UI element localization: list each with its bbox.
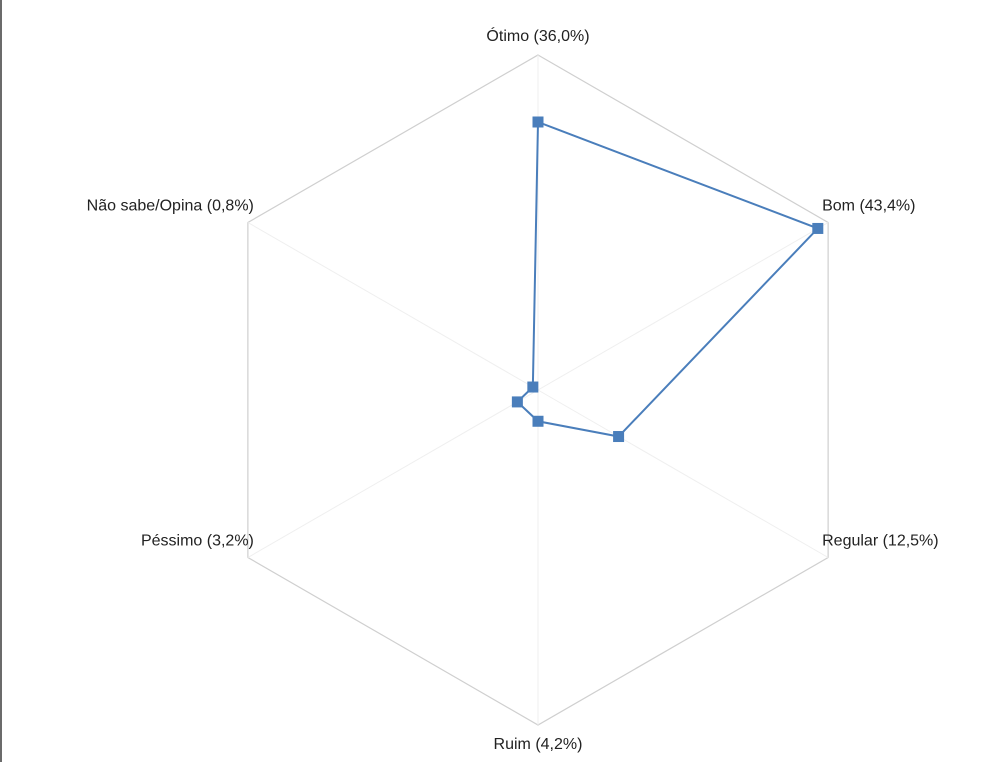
data-point-2 (613, 431, 625, 443)
category-label: Ótimo (36,0%) (486, 26, 589, 45)
category-label: Não sabe/Opina (0,8%) (87, 198, 254, 215)
data-point-5 (527, 381, 539, 393)
radar-series (511, 116, 824, 443)
category-labels: Ótimo (36,0%) Bom (43,4%) Regular (12,5%) R… (87, 26, 939, 753)
radar-spoke (537, 389, 829, 558)
data-point-3 (532, 415, 544, 427)
data-point-1 (812, 222, 824, 234)
category-label: Bom (43,4%) (822, 198, 915, 215)
radar-spoke (537, 222, 829, 391)
data-point-4 (511, 396, 523, 408)
category-label: Ruim (4,2%) (494, 736, 583, 753)
category-label: Péssimo (3,2%) (141, 533, 254, 550)
series-line (515, 120, 820, 438)
radar-spoke (247, 389, 539, 558)
radar-spoke (247, 222, 539, 391)
data-point-0 (532, 116, 544, 128)
radar-grid (247, 54, 829, 726)
category-label: Regular (12,5%) (822, 533, 939, 550)
